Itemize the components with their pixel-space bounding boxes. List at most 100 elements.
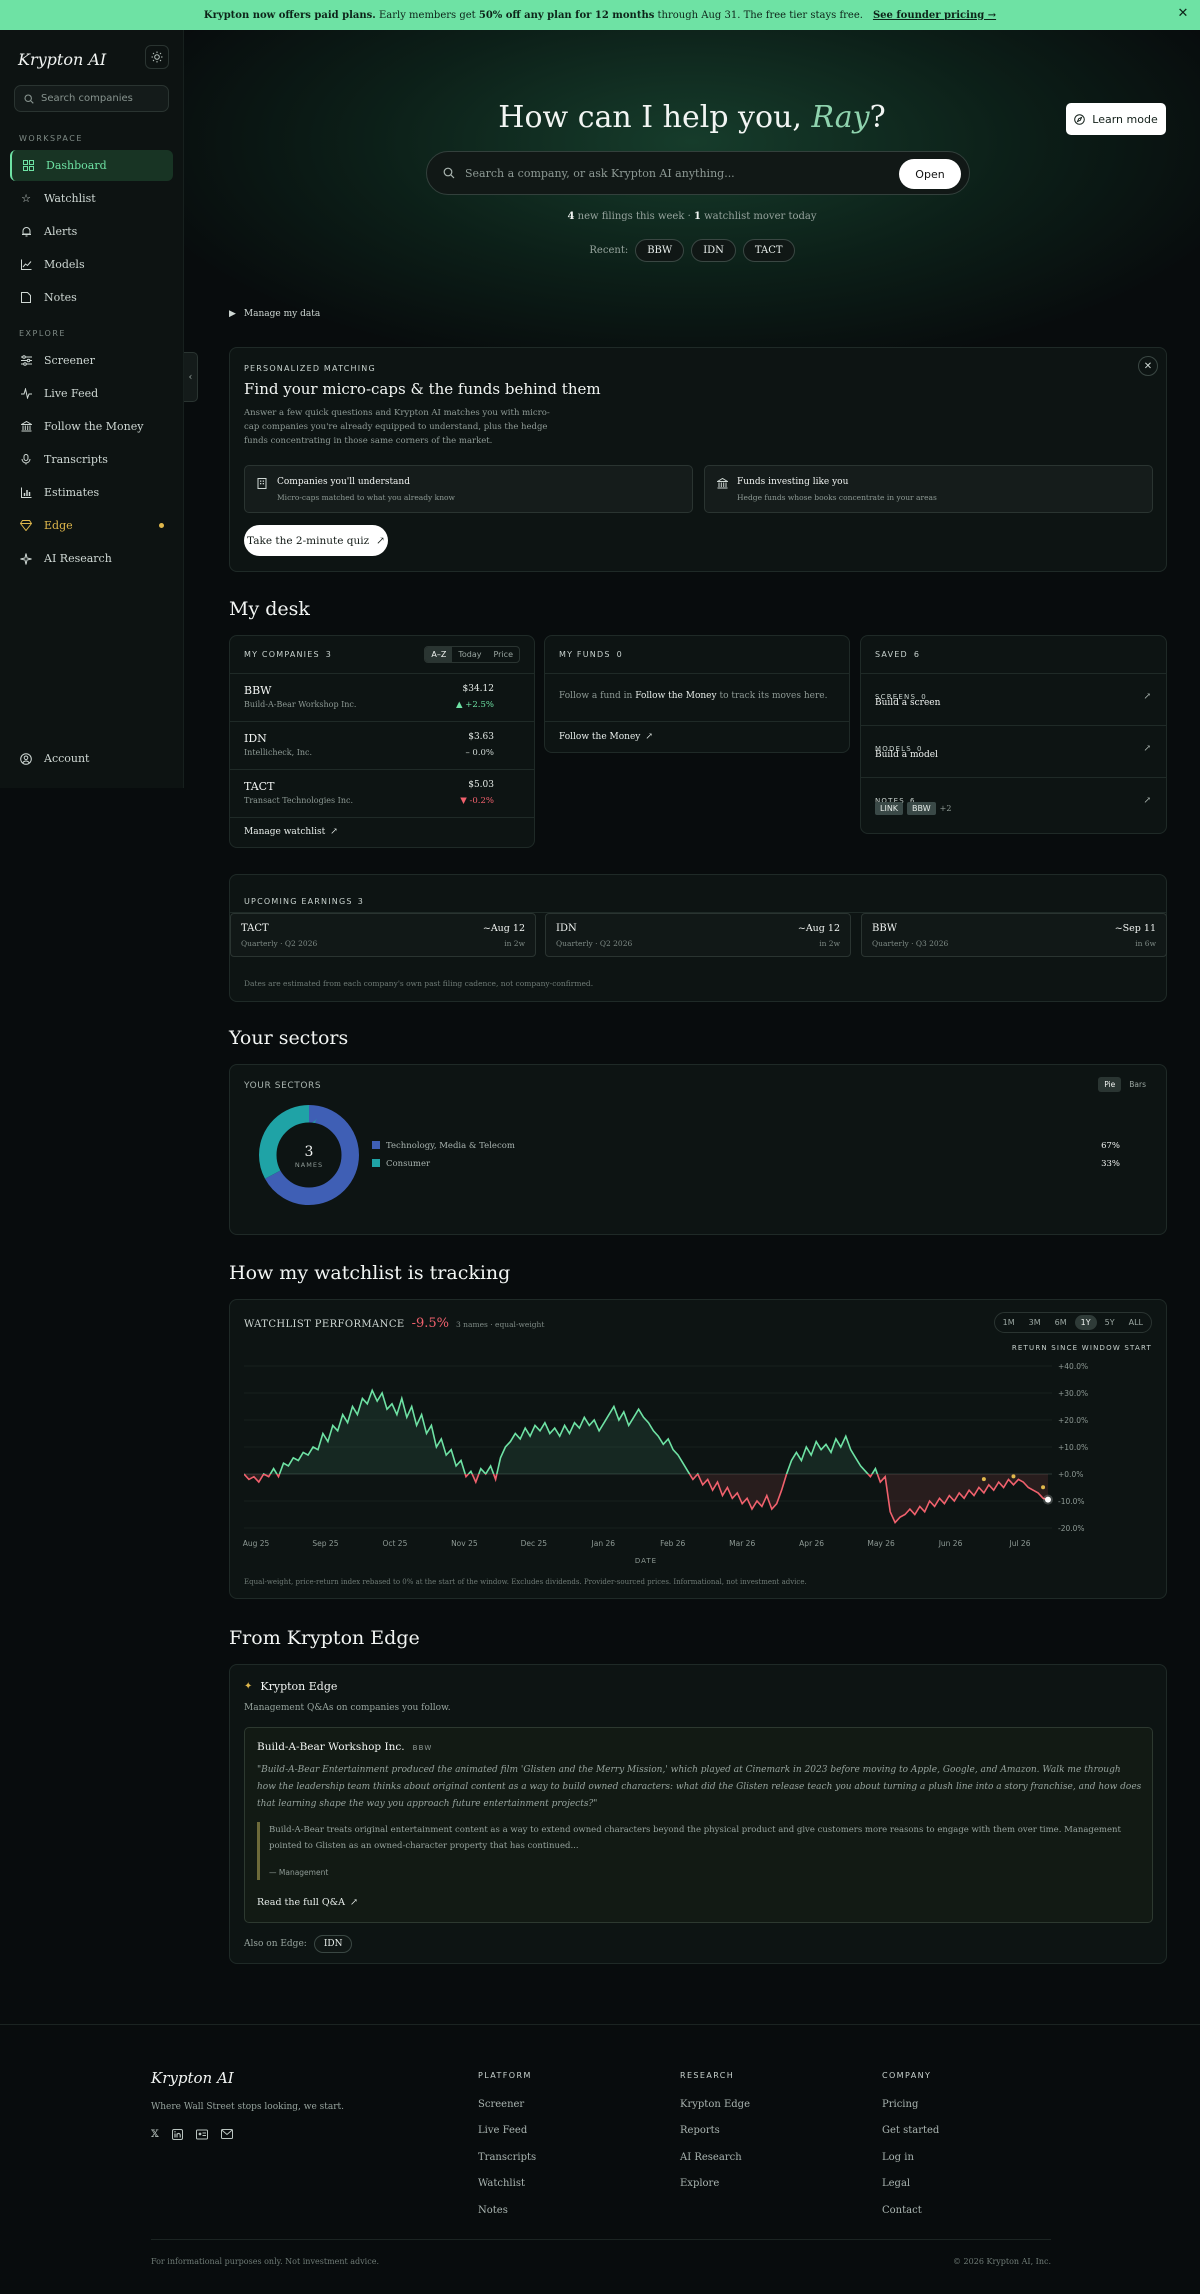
footer-link[interactable]: Contact xyxy=(882,2205,922,2216)
open-button[interactable]: Open xyxy=(899,159,961,189)
x-tick-label: Jun 26 xyxy=(938,1539,963,1548)
x-icon[interactable]: 𝕏 xyxy=(151,2129,159,2140)
sidebar-item-dashboard[interactable]: Dashboard xyxy=(10,150,173,181)
collapse-sidebar-button[interactable]: ‹ xyxy=(184,352,198,402)
linkedin-icon[interactable] xyxy=(171,2129,183,2143)
theme-toggle-button[interactable] xyxy=(145,45,169,69)
x-tick-label: Nov 25 xyxy=(451,1539,478,1548)
sidebar-item-ai-research[interactable]: AI Research xyxy=(10,543,173,574)
footer-logo[interactable]: Krypton AI xyxy=(151,2069,234,2087)
read-full-qa-link[interactable]: Read the full Q&A ↗ xyxy=(257,1897,358,1908)
recent-chip[interactable]: TACT xyxy=(742,239,795,262)
pie-toggle[interactable]: Pie xyxy=(1098,1077,1122,1092)
founder-pricing-link[interactable]: See founder pricing → xyxy=(872,9,997,21)
my-desk-title: My desk xyxy=(229,598,310,620)
learn-mode-button[interactable]: Learn mode xyxy=(1066,103,1166,135)
mail-icon[interactable] xyxy=(220,2129,233,2143)
bars-toggle[interactable]: Bars xyxy=(1129,1080,1146,1089)
follow-money-link[interactable]: Follow the Money ↗ xyxy=(559,732,653,742)
sidebar-item-edge[interactable]: Edge xyxy=(10,510,173,541)
earnings-item[interactable]: BBW Quarterly · Q3 2026 ~Sep 11 in 6w xyxy=(861,913,1167,957)
footer-link[interactable]: Log in xyxy=(882,2152,914,2163)
earnings-quarter: Quarterly · Q2 2026 xyxy=(556,939,633,948)
sidebar-search-input[interactable]: Search companies xyxy=(14,85,169,112)
close-icon[interactable]: ✕ xyxy=(1177,6,1189,21)
footer-link[interactable]: Legal xyxy=(882,2178,911,2189)
sort-az[interactable]: A–Z xyxy=(425,647,453,662)
sidebar-logo[interactable]: Krypton AI xyxy=(18,50,107,69)
note-tag[interactable]: LINK xyxy=(875,802,904,815)
sidebar-item-follow-the-money[interactable]: Follow the Money xyxy=(10,411,173,442)
sidebar-item-transcripts[interactable]: Transcripts xyxy=(10,444,173,475)
recent-searches: Recent: BBW IDN TACT xyxy=(184,239,1200,262)
company-row[interactable]: BBW Build-A-Bear Workshop Inc. $34.12 ▲ … xyxy=(230,674,534,722)
range-all[interactable]: ALL xyxy=(1128,1318,1143,1327)
bank-icon xyxy=(20,421,32,433)
hero-search-input[interactable]: Search a company, or ask Krypton AI anyt… xyxy=(426,151,970,195)
event-marker[interactable] xyxy=(1011,1474,1016,1479)
earnings-countdown: in 2w xyxy=(504,939,525,948)
footer-link[interactable]: Reports xyxy=(680,2125,720,2136)
sidebar-item-account[interactable]: Account xyxy=(10,743,173,774)
footer-link[interactable]: AI Research xyxy=(680,2152,742,2163)
edge-company-chip[interactable]: IDN xyxy=(313,1935,353,1953)
company-row[interactable]: IDN Intellicheck, Inc. $3.63 – 0.0% xyxy=(230,722,534,770)
footer-link[interactable]: Get started xyxy=(882,2125,940,2136)
sort-today[interactable]: Today xyxy=(458,650,482,659)
range-3m[interactable]: 3M xyxy=(1028,1318,1041,1327)
range-1y[interactable]: 1Y xyxy=(1074,1315,1097,1330)
sidebar-item-watchlist[interactable]: ☆ Watchlist xyxy=(10,183,173,214)
range-selector: 1M 3M 6M 1Y 5Y ALL xyxy=(993,1312,1152,1333)
footer-link[interactable]: Explore xyxy=(680,2178,720,2189)
event-marker[interactable] xyxy=(1041,1485,1046,1490)
footer-link[interactable]: Watchlist xyxy=(478,2178,525,2189)
footer-link[interactable]: Live Feed xyxy=(478,2125,528,2136)
x-tick-label: Aug 25 xyxy=(243,1539,270,1548)
sidebar-item-notes[interactable]: Notes xyxy=(10,282,173,313)
earnings-note: Dates are estimated from each company's … xyxy=(244,979,594,988)
take-quiz-button[interactable]: Take the 2-minute quiz ↗ xyxy=(244,525,388,556)
sidebar-item-screener[interactable]: Screener xyxy=(10,345,173,376)
manage-data-toggle[interactable]: ▶ Manage my data xyxy=(229,309,320,319)
saved-screens-row[interactable]: SCREENS 0 Build a screen ↗ xyxy=(861,674,1166,726)
manage-watchlist-link[interactable]: Manage watchlist ↗ xyxy=(244,827,338,837)
feature-subtitle: Micro-caps matched to what you already k… xyxy=(277,493,455,502)
range-6m[interactable]: 6M xyxy=(1054,1318,1067,1327)
footer-link[interactable]: Transcripts xyxy=(478,2152,537,2163)
earnings-item[interactable]: TACT Quarterly · Q2 2026 ~Aug 12 in 2w xyxy=(230,913,536,957)
sidebar-item-alerts[interactable]: Alerts xyxy=(10,216,173,247)
dismiss-button[interactable]: ✕ xyxy=(1138,356,1158,376)
range-1m[interactable]: 1M xyxy=(1002,1318,1015,1327)
matching-kicker: PERSONALIZED MATCHING xyxy=(244,364,376,373)
sectors-label: YOUR SECTORS xyxy=(244,1081,322,1091)
range-5y[interactable]: 5Y xyxy=(1104,1318,1115,1327)
earnings-item[interactable]: IDN Quarterly · Q2 2026 ~Aug 12 in 2w xyxy=(545,913,851,957)
saved-notes-row[interactable]: NOTES 6 LINK BBW +2 ↗ xyxy=(861,778,1166,834)
earnings-ticker: BBW xyxy=(872,923,897,934)
event-marker[interactable] xyxy=(981,1477,986,1482)
footer-link[interactable]: Screener xyxy=(478,2099,525,2110)
id-card-icon[interactable] xyxy=(195,2129,208,2143)
arrow-up-right-icon: ↗ xyxy=(1143,744,1151,754)
note-tag[interactable]: BBW xyxy=(907,802,936,815)
footer-platform-title: PLATFORM xyxy=(478,2071,532,2080)
notes-count: 6 xyxy=(909,797,916,805)
company-name: Intellicheck, Inc. xyxy=(244,748,313,757)
sidebar-item-live-feed[interactable]: Live Feed xyxy=(10,378,173,409)
edge-section-title: From Krypton Edge xyxy=(229,1627,420,1649)
footer-link[interactable]: Krypton Edge xyxy=(680,2099,750,2110)
sidebar-item-label: Edge xyxy=(44,519,73,532)
company-row[interactable]: TACT Transact Technologies Inc. $5.03 ▼ … xyxy=(230,770,534,818)
sort-price[interactable]: Price xyxy=(493,650,513,659)
sidebar-item-estimates[interactable]: Estimates xyxy=(10,477,173,508)
recent-chip[interactable]: BBW xyxy=(635,239,685,262)
sidebar-item-models[interactable]: Models xyxy=(10,249,173,280)
edge-brand: Krypton Edge xyxy=(260,1680,338,1693)
earnings-quarter: Quarterly · Q3 2026 xyxy=(872,939,949,948)
recent-chip[interactable]: IDN xyxy=(691,239,736,262)
saved-models-row[interactable]: MODELS 0 Build a model ↗ xyxy=(861,726,1166,778)
sectors-card: YOUR SECTORS Pie Bars 3 NAMES Technology… xyxy=(229,1064,1167,1235)
sidebar-item-label: Models xyxy=(44,258,85,271)
footer-link[interactable]: Pricing xyxy=(882,2099,919,2110)
footer-link[interactable]: Notes xyxy=(478,2205,508,2216)
